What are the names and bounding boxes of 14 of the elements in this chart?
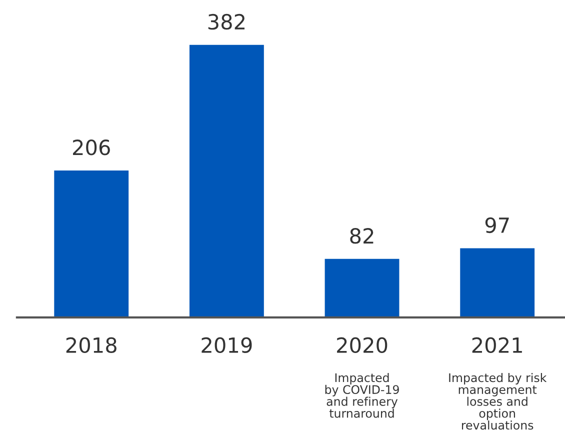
x-tick-label: 2020 xyxy=(337,337,388,354)
text: Impacted by risk management losses and option revaluations xyxy=(449,373,547,430)
x-tick-label: 2019 xyxy=(202,337,252,354)
data-label: 206 xyxy=(73,140,110,156)
data-label: 382 xyxy=(208,14,244,30)
data-label: 82 xyxy=(350,228,374,244)
x-tick-label: 2018 xyxy=(66,337,116,354)
data-label: 97 xyxy=(485,217,509,234)
bar xyxy=(189,44,264,318)
bar xyxy=(54,170,129,318)
text: Impacted by COVID-19 and refinery turnaround xyxy=(325,373,399,418)
bar xyxy=(460,248,535,318)
bar xyxy=(324,258,400,318)
x-tick-label: 2021 xyxy=(472,337,522,354)
